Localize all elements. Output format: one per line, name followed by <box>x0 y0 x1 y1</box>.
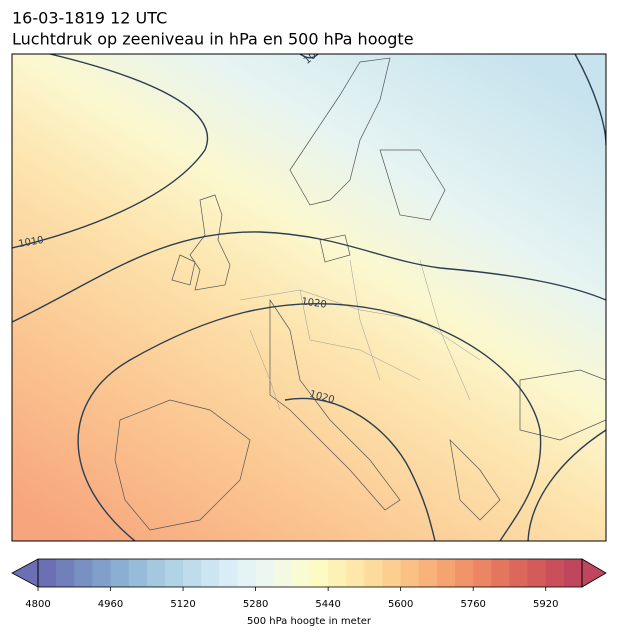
colorbar-band <box>56 559 75 587</box>
colorbar-tick-label: 5120 <box>170 599 195 610</box>
coastline <box>114 57 606 531</box>
colorbar-tick-label: 5280 <box>243 599 268 610</box>
colorbar-band <box>128 559 148 587</box>
colorbar-band <box>291 559 311 587</box>
colorbar-tick-label: 4800 <box>25 599 50 610</box>
colorbar-band <box>455 559 474 587</box>
colorbar-band <box>382 559 402 587</box>
colorbar-band <box>38 559 57 587</box>
isobar <box>12 54 209 249</box>
colorbar-tick-label: 5920 <box>533 599 558 610</box>
isobar <box>12 231 606 323</box>
colorbar-band <box>273 559 293 587</box>
colorbar-band <box>110 559 130 587</box>
colorbar-band <box>310 559 329 587</box>
isobar-label: 1020 <box>301 296 328 310</box>
colorbar-band <box>92 559 112 587</box>
height-field <box>12 54 606 541</box>
colorbar-extend-max <box>581 558 607 588</box>
colorbar-band <box>201 559 220 587</box>
colorbar-band <box>219 559 238 587</box>
isobar <box>284 397 436 541</box>
colorbar-band <box>545 559 565 587</box>
colorbar-band <box>183 559 202 587</box>
colorbar-band <box>436 559 456 587</box>
colorbar-band <box>255 559 275 587</box>
title: 16-03-1819 12 UTC <box>12 9 167 28</box>
colorbar-band <box>364 559 384 587</box>
colorbar-label: 500 hPa hoogte in meter <box>247 616 372 627</box>
isobar <box>527 429 606 541</box>
isobar <box>77 302 542 541</box>
isobar-label: 1010 <box>18 235 45 250</box>
map: 10 1010 1020 1020 <box>12 54 606 541</box>
colorbar-band <box>74 559 93 587</box>
colorbar-band <box>346 559 365 587</box>
colorbar-band <box>491 559 510 587</box>
colorbar-band <box>473 559 492 587</box>
colorbar-frame <box>37 558 583 588</box>
colorbar-tick-label: 5440 <box>315 599 340 610</box>
colorbar-tick-label: 5760 <box>460 599 485 610</box>
isobar <box>299 54 319 59</box>
subtitle: Luchtdruk op zeeniveau in hPa en 500 hPa… <box>12 30 414 49</box>
colorbar-tick-label: 5600 <box>388 599 413 610</box>
colorbar-band <box>400 559 420 587</box>
colorbar-band <box>237 559 257 587</box>
colorbar-extend-min <box>11 558 39 588</box>
country-borders <box>239 259 481 411</box>
colorbar-tick-label: 4960 <box>98 599 123 610</box>
colorbar: 4800 4960 5120 5280 5440 5600 5760 5920 <box>11 558 607 610</box>
colorbar-band <box>527 559 547 587</box>
map-frame <box>11 53 607 542</box>
colorbar-band <box>164 559 184 587</box>
colorbar-band <box>418 559 438 587</box>
colorbar-band <box>328 559 347 587</box>
colorbar-band <box>563 559 583 587</box>
colorbar-band <box>509 559 529 587</box>
colorbar-band <box>146 559 166 587</box>
